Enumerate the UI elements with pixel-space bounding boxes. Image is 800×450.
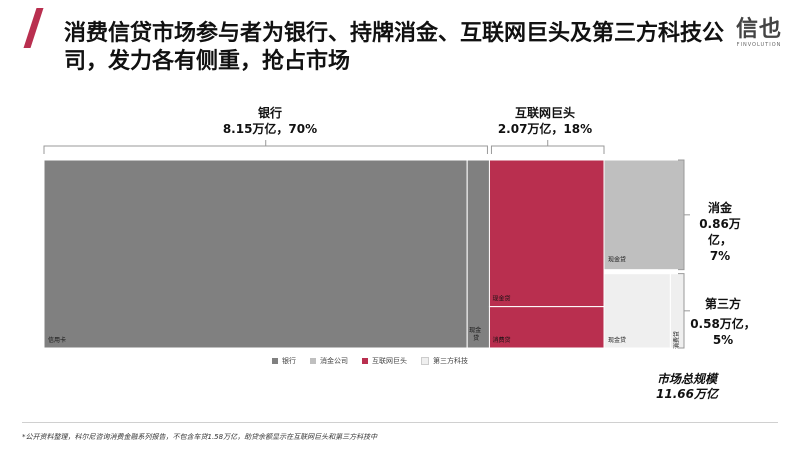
chart-legend: 银行 消金公司 互联网巨头 第三方科技 xyxy=(272,356,468,366)
internet-consumerloan-label: 消费贷 xyxy=(492,336,510,344)
third-party-cashloan-segment xyxy=(603,273,671,349)
third-party-value: 0.58万亿， xyxy=(690,317,756,331)
consumer-finance-value: 0.86万亿， xyxy=(699,217,741,247)
legend-label: 消金公司 xyxy=(320,357,348,365)
legend-swatch xyxy=(362,358,368,364)
total-value: 11.66万亿 xyxy=(656,387,718,401)
total-label: 市场总规模 xyxy=(656,372,717,386)
consumer-finance-share: 7% xyxy=(709,249,731,263)
legend-item: 第三方科技 xyxy=(421,356,468,366)
bank-cashloan-label-1: 现金 xyxy=(469,326,481,334)
third-party-label: 第三方 0.58万亿， 5% xyxy=(690,296,756,348)
internet-group-label: 互联网巨头 2.07万亿，18% xyxy=(480,105,610,137)
footnote: *公开资料整理，科尔尼咨询消费金融系列报告，不包含车贷1.58万亿，助贷余额显示… xyxy=(22,433,378,441)
bank-cashloan-label-2: 贷 xyxy=(473,334,479,342)
bank-cashloan-segment xyxy=(466,159,490,349)
bank-group-label: 银行 8.15万亿，70% xyxy=(200,105,340,137)
consumer-finance-cashloan-label: 现金贷 xyxy=(608,256,626,264)
footer-divider xyxy=(22,422,778,423)
consumer-finance-label: 消金 0.86万亿， 7% xyxy=(690,200,750,264)
third-party-share: 5% xyxy=(712,333,734,347)
page-title: 消费信贷市场参与者为银行、持牌消金、互联网巨头及第三方科技公司，发力各有侧重，抢… xyxy=(64,21,725,74)
internet-name: 互联网巨头 xyxy=(514,106,575,120)
legend-item: 银行 xyxy=(272,356,296,366)
internet-brace xyxy=(490,145,605,154)
legend-swatch xyxy=(421,357,429,365)
bank-brace xyxy=(43,145,488,154)
logo: 信也 FINVOLUTION xyxy=(728,17,790,49)
legend-item: 互联网巨头 xyxy=(362,356,407,366)
consumer-finance-name: 消金 xyxy=(707,201,732,215)
internet-consumerloan-segment xyxy=(488,306,605,349)
legend-swatch xyxy=(310,358,316,364)
internet-cashloan-segment xyxy=(488,159,605,308)
total-market-size: 市场总规模 11.66万亿 xyxy=(632,372,742,402)
legend-label: 第三方科技 xyxy=(433,357,468,365)
legend-item: 消金公司 xyxy=(310,356,348,366)
bank-creditcard-label: 信用卡 xyxy=(48,336,66,344)
internet-value: 2.07万亿，18% xyxy=(497,122,593,136)
bank-value: 8.15万亿，70% xyxy=(222,122,318,136)
logo-mark: 信也 xyxy=(735,17,782,42)
bank-creditcard-segment xyxy=(43,159,468,349)
third-party-consumerloan-label: 消费贷 xyxy=(672,331,680,349)
third-party-cashloan-label: 现金贷 xyxy=(608,336,626,344)
legend-label: 银行 xyxy=(282,357,296,365)
logo-subtext: FINVOLUTION xyxy=(736,42,782,48)
legend-label: 互联网巨头 xyxy=(372,357,407,365)
third-party-name: 第三方 xyxy=(704,297,741,311)
bank-name: 银行 xyxy=(257,106,282,120)
legend-swatch xyxy=(272,358,278,364)
internet-cashloan-label: 现金贷 xyxy=(492,295,510,303)
consumer-finance-cashloan-segment xyxy=(603,159,685,271)
